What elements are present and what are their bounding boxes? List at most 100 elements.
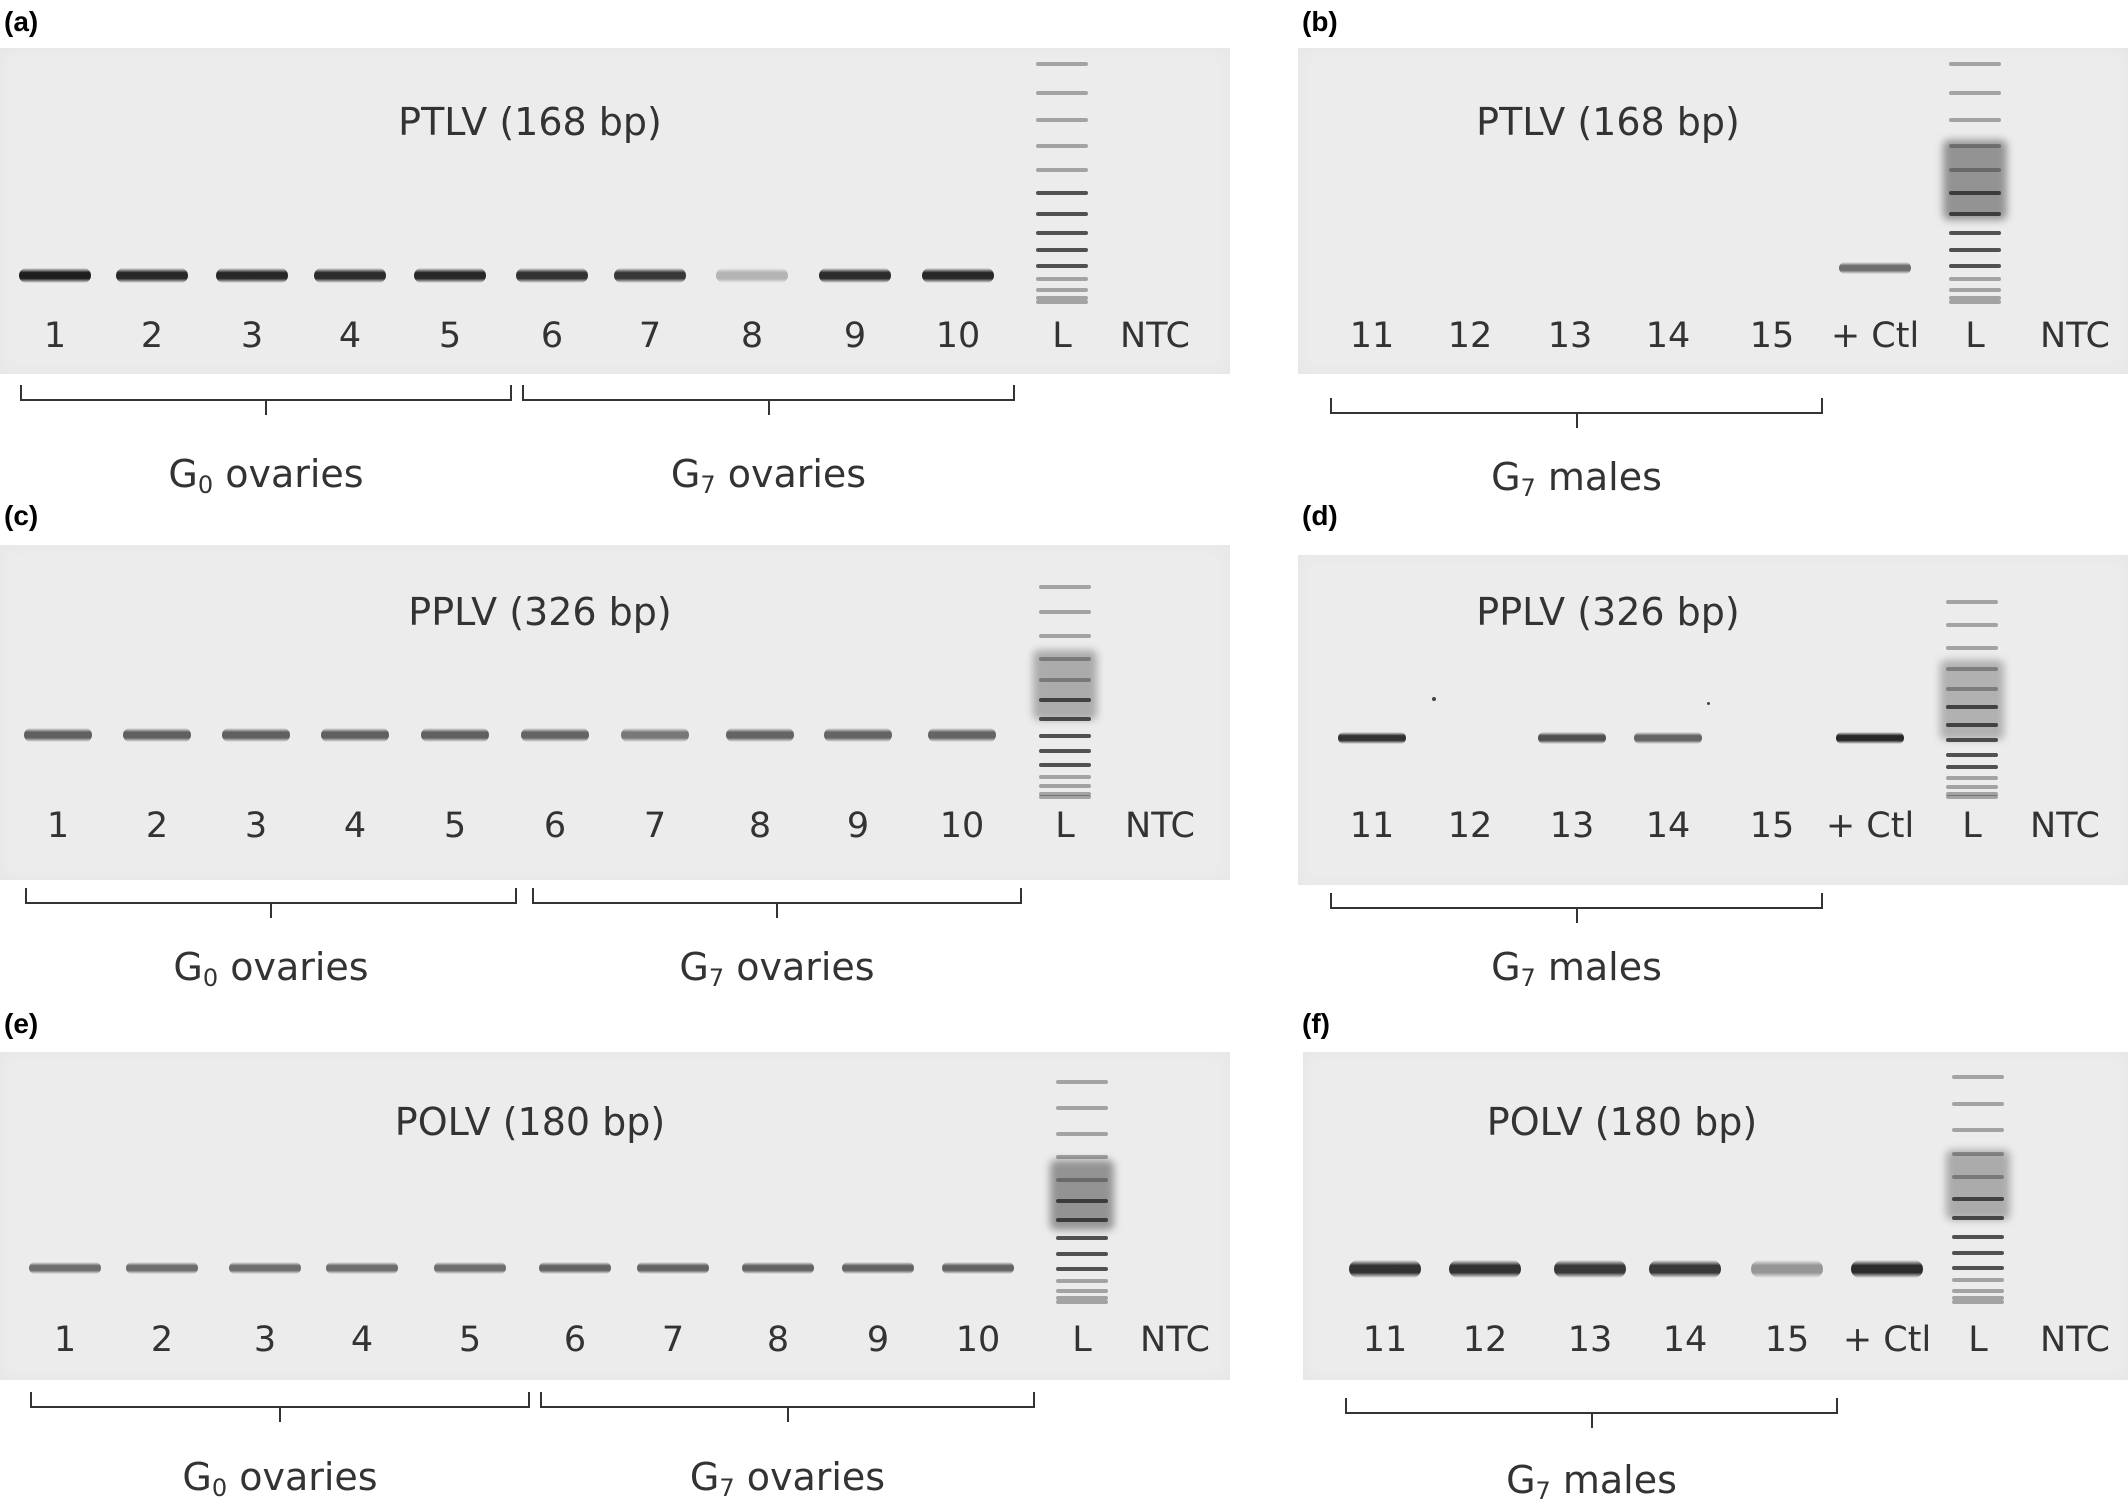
ladder-band [1946,791,1998,796]
lane-label: NTC [1125,806,1195,846]
ladder-band [1036,230,1088,235]
pcr-band [1349,1260,1421,1278]
group-label: G7 males [1506,1458,1677,1505]
group-bracket [25,888,517,904]
lane-label: NTC [2030,806,2100,846]
ladder-band [1056,1080,1108,1084]
group-label-letter: G [670,452,701,496]
ladder-band [1949,248,2001,253]
pcr-band [637,1262,709,1274]
ladder-band [1949,190,2001,195]
lane-label: 2 [145,806,169,846]
ladder-band [1036,211,1088,216]
ladder-band [1039,791,1091,796]
ladder-band [1946,752,1998,757]
lane-label: 14 [1662,1320,1708,1360]
lane-label: 6 [563,1320,587,1360]
lane-label: 8 [740,316,764,356]
pcr-band [24,728,92,742]
gel-title: PTLV (168 bp) [398,100,662,144]
ladder-band [1039,763,1091,768]
pcr-band [1554,1260,1626,1278]
pcr-band [1836,732,1904,744]
lane-label: 9 [866,1320,890,1360]
panel-letter: (a) [4,6,39,37]
lane-label: 12 [1447,806,1493,846]
dust-speck [1707,702,1710,705]
lane-label: 10 [935,316,981,356]
ladder-band [1952,1216,2004,1221]
ladder-band [1952,1278,2004,1283]
group-label-subscript: 7 [1520,964,1536,992]
gel-title: PTLV (168 bp) [1476,100,1740,144]
group-label-text: ovaries [724,945,875,989]
ladder-band [1036,248,1088,253]
bracket-tick [1590,1414,1593,1428]
lane-label: 1 [53,1320,77,1360]
ladder-band [1946,600,1998,604]
pcr-band [414,268,486,283]
lane-label: NTC [1140,1320,1210,1360]
pcr-band [1338,732,1406,744]
gel-image [1298,555,2128,885]
pcr-band [434,1262,506,1274]
pcr-band [1839,262,1911,274]
panel-letter: (b) [1302,6,1338,37]
gel-title: PPLV (326 bp) [408,590,672,634]
lane-label: 7 [638,316,662,356]
bracket-tick [786,1408,789,1422]
lane-label: 11 [1362,1320,1408,1360]
ladder-band [1952,1234,2004,1239]
lane-label: 5 [458,1320,482,1360]
ladder-band [1949,296,2001,301]
ladder-band [1036,300,1088,304]
ladder-band [1949,288,2001,293]
ladder-band [1056,1252,1108,1257]
group-label-subscript: 7 [1520,474,1536,502]
pcr-band [314,268,386,283]
lane-label: 1 [43,316,67,356]
group-label: G0 ovaries [173,945,368,992]
ladder-band [1946,705,1998,710]
gel-image [0,545,1230,880]
bracket-tick [270,904,272,918]
lane-label: 2 [140,316,164,356]
group-label-letter: G [1491,455,1521,499]
pcr-band [229,1262,301,1274]
pcr-band [116,268,188,283]
ladder-band [1056,1155,1108,1160]
ladder-band [1056,1266,1108,1271]
group-label-subscript: 7 [719,1474,735,1502]
ladder-band [1949,143,2001,148]
panel-letter: (e) [4,1008,39,1039]
group-bracket [30,1392,530,1408]
pcr-band [19,268,91,283]
pcr-band [516,268,588,283]
ladder-band [1036,62,1088,66]
pcr-band [819,268,891,283]
dust-speck [1432,697,1436,701]
pcr-band [1851,1260,1923,1278]
lane-label: NTC [2040,1320,2110,1360]
gel-image [1298,48,2128,374]
pcr-band [842,1262,914,1274]
panel-letter: (c) [4,500,39,531]
pcr-band [742,1262,814,1274]
lane-label: 1 [46,806,70,846]
group-label-subscript: 0 [202,964,219,992]
lane-label: 6 [543,806,567,846]
lane-label: 6 [540,316,564,356]
ladder-band [1952,1288,2004,1293]
lane-label: L [1962,806,1982,846]
group-label-text: ovaries [715,452,867,496]
ladder-band [1952,1251,2004,1256]
ladder-band [1056,1296,1108,1301]
pcr-band [928,728,996,742]
pcr-band [123,728,191,742]
pcr-band [539,1262,611,1274]
group-label-letter: G [182,1455,212,1499]
lane-label: 9 [843,316,867,356]
lane-label: 15 [1764,1320,1810,1360]
lane-label: 7 [643,806,667,846]
ladder-band [1056,1218,1108,1223]
